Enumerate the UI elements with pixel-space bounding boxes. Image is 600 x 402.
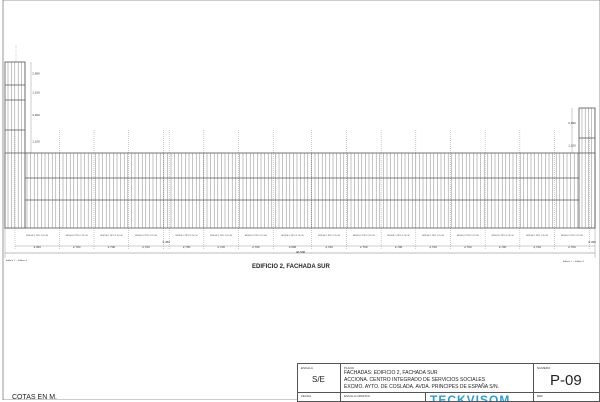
plan-line-3: EXCMO. AYTO. DE COSLADA. AVDA. PRINCIPES… bbox=[344, 384, 499, 390]
module-label: MÓDULO TIPO 2,70 CH bbox=[388, 234, 410, 237]
plan-line-1: FACHADAS: EDIFICIO 2, FACHADA SUR bbox=[344, 370, 438, 376]
module-label: MÓDULO TIPO 2,70 CH bbox=[422, 234, 444, 237]
module-label: MÓDULO TIPO 2,70 CH bbox=[561, 234, 583, 237]
left-height-dimension: 2,990 bbox=[32, 72, 40, 76]
sheet-number: P-09 bbox=[550, 372, 582, 389]
module-width-dimension: 2,700 bbox=[183, 245, 191, 249]
right-tower bbox=[578, 107, 596, 229]
left-height-dimension: 1,100 bbox=[32, 140, 40, 144]
module-label: MÓDULO TIPO 2,70 CH bbox=[100, 234, 122, 237]
module-width-dimension: 0,450 bbox=[588, 240, 596, 244]
module-width-dimension: 2,700 bbox=[533, 245, 541, 249]
module-width-dimension: 2,700 bbox=[217, 245, 225, 249]
section-marker: Edificio 1 — Edificio 2 bbox=[563, 261, 585, 263]
module-width-dimension: 2,700 bbox=[108, 245, 116, 249]
module-label: MÓDULO TIPO 2,70 CH bbox=[245, 234, 267, 237]
module-label: MÓDULO TIPO 2,70 CH bbox=[176, 234, 198, 237]
module-label: MÓDULO TIPO 2,70 CH bbox=[66, 234, 88, 237]
drawing-title: EDIFICIO 2, FACHADA SUR bbox=[252, 264, 330, 270]
module-label: MÓDULO TIPO 2,70 CH bbox=[26, 234, 48, 237]
module-label: MÓDULO TIPO 2,70 CH bbox=[135, 234, 157, 237]
units-note: COTAS EN M. bbox=[12, 394, 57, 401]
module-label: MÓDULO TIPO 2,70 CH bbox=[457, 234, 479, 237]
module-label: MÓDULO TIPO 2,70 CH bbox=[210, 234, 232, 237]
module-width-dimension: 2,700 bbox=[568, 245, 576, 249]
module-width-dimension: 2,700 bbox=[142, 245, 150, 249]
module-width-dimension: 2,700 bbox=[252, 245, 260, 249]
module-label: MÓDULO TIPO 2,70 CH bbox=[353, 234, 375, 237]
number-cell: NUMERO P-09 bbox=[533, 363, 600, 393]
module-width-dimension: 2,700 bbox=[325, 245, 333, 249]
module-width-dimension: 2,700 bbox=[464, 245, 472, 249]
module-width-dimension: 2,700 bbox=[395, 245, 403, 249]
left-height-dimension: 3,300 bbox=[32, 113, 40, 117]
scale-cell: ESCALA S/E bbox=[297, 363, 341, 393]
facade-outline bbox=[4, 152, 596, 229]
module-label: MÓDULO TIPO 2,70 CH bbox=[318, 234, 340, 237]
module-width-dimension: 3,000 bbox=[289, 245, 297, 249]
plan-cell: PLANO FACHADAS: EDIFICIO 2, FACHADA SUR … bbox=[340, 363, 534, 393]
module-width-dimension: 0,450 bbox=[163, 240, 171, 244]
module-width-dimension: 3,450 bbox=[33, 245, 41, 249]
date-cell: FECHA bbox=[297, 392, 341, 402]
scale-value: S/E bbox=[312, 375, 325, 384]
module-label: MÓDULO TIPO 2,70 CH bbox=[526, 234, 548, 237]
total-dimension: 40,500 bbox=[296, 250, 306, 254]
module-label: MÓDULO TIPO 2,70 CH bbox=[282, 234, 304, 237]
section-marker: Edificio 1 — Edificio 2 bbox=[6, 260, 28, 262]
right-height-dimension: 1,100 bbox=[568, 144, 576, 148]
logo-cell: TECKVISOM bbox=[425, 392, 534, 402]
module-label: MÓDULO TIPO 2,70 CH bbox=[492, 234, 514, 237]
module-width-dimension: 2,700 bbox=[360, 245, 368, 249]
module-width-dimension: 2,700 bbox=[429, 245, 437, 249]
plan-line-2: ACCIONA. CENTRO INTEGRADO DE SERVICIOS S… bbox=[344, 377, 486, 383]
module-width-dimension: 2,700 bbox=[499, 245, 507, 249]
module-width-dimension: 2,700 bbox=[73, 245, 81, 249]
company-logo: TECKVISOM bbox=[430, 393, 511, 402]
left-height-dimension: 1,100 bbox=[32, 91, 40, 95]
right-height-dimension: 2,990 bbox=[568, 121, 576, 125]
graphic-scale-cell: ESCALA GRAFICA bbox=[340, 392, 426, 402]
ref-cell: REF bbox=[533, 392, 600, 402]
